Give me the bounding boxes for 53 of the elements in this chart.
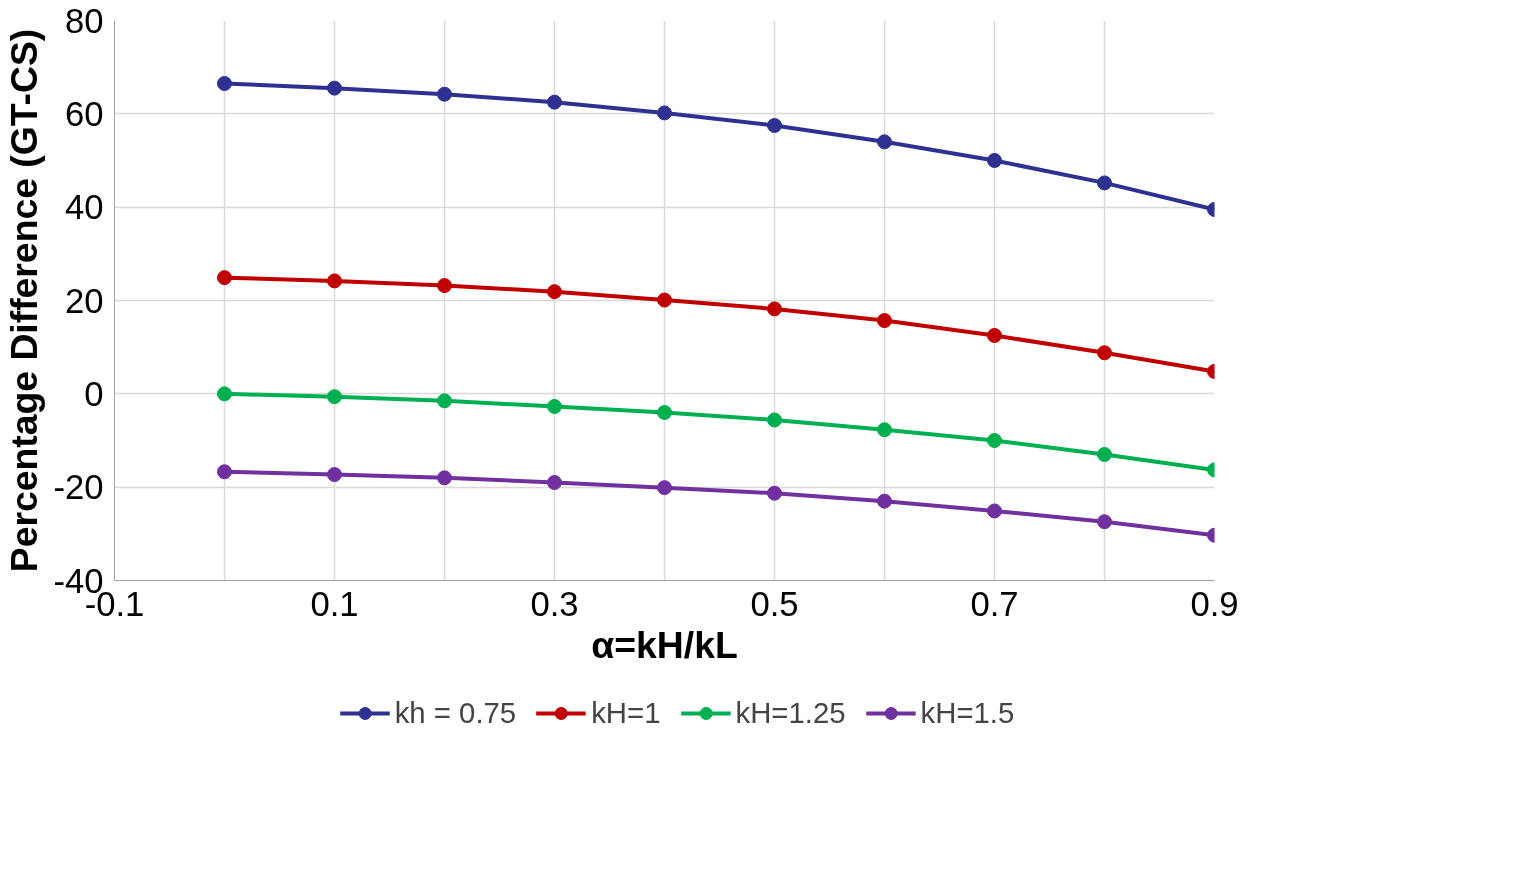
y-axis-title: Percentage Difference (GT-CS)	[3, 28, 46, 573]
point	[877, 134, 892, 150]
y-tick-label: 80	[64, 1, 104, 40]
point	[877, 313, 892, 329]
point	[987, 503, 1002, 519]
point	[547, 284, 562, 300]
point	[437, 86, 452, 102]
y-tick-label: 40	[64, 188, 104, 227]
point	[437, 278, 452, 294]
point	[547, 94, 562, 110]
point	[217, 270, 232, 286]
point	[877, 422, 892, 438]
x-tick-label: 0.3	[530, 584, 579, 623]
point	[217, 76, 232, 91]
legend-label: kh = 0.75	[394, 696, 517, 730]
y-tick-label: 0	[84, 374, 104, 413]
y-tick-label: 60	[64, 94, 104, 133]
point	[217, 464, 232, 480]
point	[437, 470, 452, 486]
point	[767, 118, 782, 133]
point	[767, 301, 782, 317]
point	[1097, 447, 1112, 462]
point	[327, 389, 342, 405]
point	[987, 433, 1002, 448]
point	[657, 405, 672, 420]
point	[547, 398, 562, 414]
x-tick-label: 0.7	[970, 584, 1019, 623]
legend-label: kH=1.25	[735, 696, 846, 730]
point	[1097, 175, 1112, 191]
point	[217, 386, 232, 402]
point	[657, 292, 672, 308]
point	[657, 480, 672, 496]
point	[877, 493, 892, 509]
point	[547, 475, 562, 490]
point	[327, 467, 342, 483]
point	[767, 412, 782, 428]
point	[437, 393, 452, 409]
x-tick-label: 0.9	[1190, 584, 1239, 623]
point	[987, 153, 1002, 168]
point	[987, 328, 1002, 343]
x-tick-label: 0.5	[750, 584, 799, 623]
x-axis-title: α=kH/kL	[591, 623, 738, 666]
y-tick-label: -20	[53, 468, 104, 507]
x-tick-label: 0.1	[310, 584, 359, 623]
point	[1097, 514, 1112, 530]
point	[767, 485, 782, 501]
point	[327, 80, 342, 96]
point	[327, 273, 342, 289]
y-tick-label: 20	[64, 281, 104, 320]
point	[657, 105, 672, 121]
point	[1097, 345, 1112, 361]
legend-label: kH=1	[591, 696, 661, 730]
legend-label: kH=1.5	[920, 696, 1015, 730]
